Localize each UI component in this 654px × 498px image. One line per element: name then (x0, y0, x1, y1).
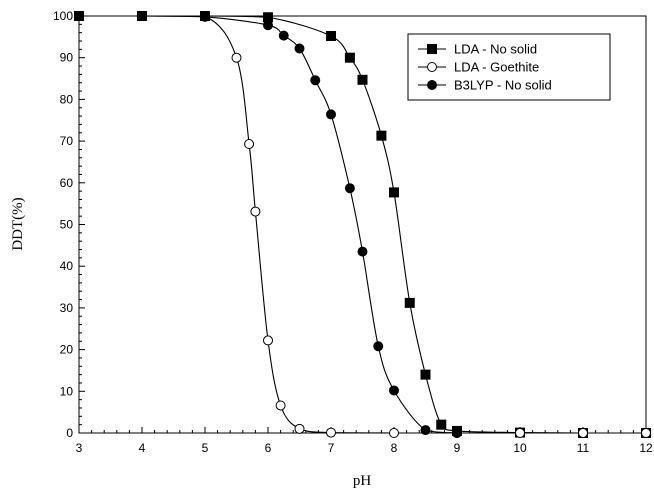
x-tick-label: 9 (454, 441, 461, 455)
legend-marker (427, 80, 437, 90)
data-point-lda-no-solid (389, 187, 399, 198)
x-axis-title: pH (353, 473, 372, 489)
x-tick-label: 5 (202, 441, 209, 455)
data-point-lda-goethite (515, 428, 525, 438)
legend-label: B3LYP - No solid (454, 78, 552, 93)
y-tick-label: 20 (60, 343, 74, 357)
legend-marker (427, 62, 437, 72)
data-point-b3lyp-no-solid (263, 20, 273, 31)
data-point-lda-goethite (641, 428, 651, 438)
data-point-b3lyp-no-solid (278, 30, 289, 41)
data-point-b3lyp-no-solid (310, 75, 321, 86)
y-tick-label: 100 (53, 9, 73, 23)
y-tick-label: 60 (60, 176, 74, 190)
data-point-b3lyp-no-solid (373, 341, 384, 352)
data-point-b3lyp-no-solid (452, 428, 462, 438)
data-point-b3lyp-no-solid (74, 11, 84, 21)
data-point-b3lyp-no-solid (137, 11, 147, 21)
x-axis: 3 4 5 6 7 8 9 10 11 12 (76, 427, 653, 455)
y-tick-label: 40 (60, 259, 74, 273)
data-point-lda-goethite (263, 335, 273, 346)
x-tick-label: 6 (265, 441, 272, 455)
y-tick-label: 10 (60, 384, 74, 398)
data-point-lda-goethite (578, 428, 588, 438)
y-tick-label: 50 (60, 218, 74, 232)
x-tick-label: 11 (577, 441, 590, 455)
x-tick-label: 7 (328, 441, 335, 455)
legend-marker (427, 44, 437, 54)
data-point-b3lyp-no-solid (389, 385, 399, 396)
data-point-lda-no-solid (326, 31, 336, 42)
series-b3lyp-no-solid (74, 11, 462, 438)
data-point-b3lyp-no-solid (294, 43, 305, 54)
data-point-b3lyp-no-solid (420, 425, 431, 436)
data-point-b3lyp-no-solid (357, 246, 368, 257)
data-point-lda-no-solid (404, 297, 415, 308)
x-tick-label: 4 (139, 441, 146, 455)
data-point-lda-goethite (231, 52, 242, 63)
series-line-b3lyp-no-solid (78, 15, 458, 434)
y-axis-title: DDT(%) (10, 197, 26, 250)
series-line-lda-no-solid (78, 15, 646, 434)
data-point-lda-goethite (326, 427, 336, 438)
legend: LDA - No solid LDA - Goethite B3LYP - No s… (407, 33, 611, 101)
x-tick-label: 8 (391, 441, 398, 455)
data-point-b3lyp-no-solid (344, 183, 355, 194)
data-point-lda-goethite (389, 428, 399, 438)
data-point-lda-no-solid (376, 130, 387, 141)
data-point-lda-no-solid (344, 52, 355, 63)
legend-label: LDA - No solid (454, 42, 537, 57)
y-tick-label: 30 (60, 301, 74, 315)
y-tick-label: 90 (60, 51, 74, 65)
data-point-lda-goethite (275, 400, 286, 411)
data-point-b3lyp-no-solid (200, 11, 210, 22)
data-point-lda-no-solid (420, 369, 431, 380)
data-point-lda-goethite (244, 139, 255, 150)
y-tick-label: 80 (60, 92, 74, 106)
data-point-lda-no-solid (357, 74, 368, 85)
series-layer (74, 11, 651, 438)
y-tick-label: 0 (66, 426, 73, 440)
y-axis: 0 10 20 30 40 50 60 70 80 90 100 (53, 9, 85, 440)
data-point-lda-goethite (294, 423, 305, 434)
x-tick-label: 10 (513, 441, 527, 455)
legend-label: LDA - Goethite (454, 60, 539, 75)
y-tick-label: 70 (60, 134, 74, 148)
x-tick-label: 3 (76, 441, 83, 455)
series-line-lda-goethite (78, 15, 646, 434)
data-point-lda-goethite (250, 206, 261, 217)
data-point-b3lyp-no-solid (326, 109, 336, 120)
x-tick-label: 12 (639, 441, 653, 455)
data-point-lda-no-solid (436, 419, 447, 430)
